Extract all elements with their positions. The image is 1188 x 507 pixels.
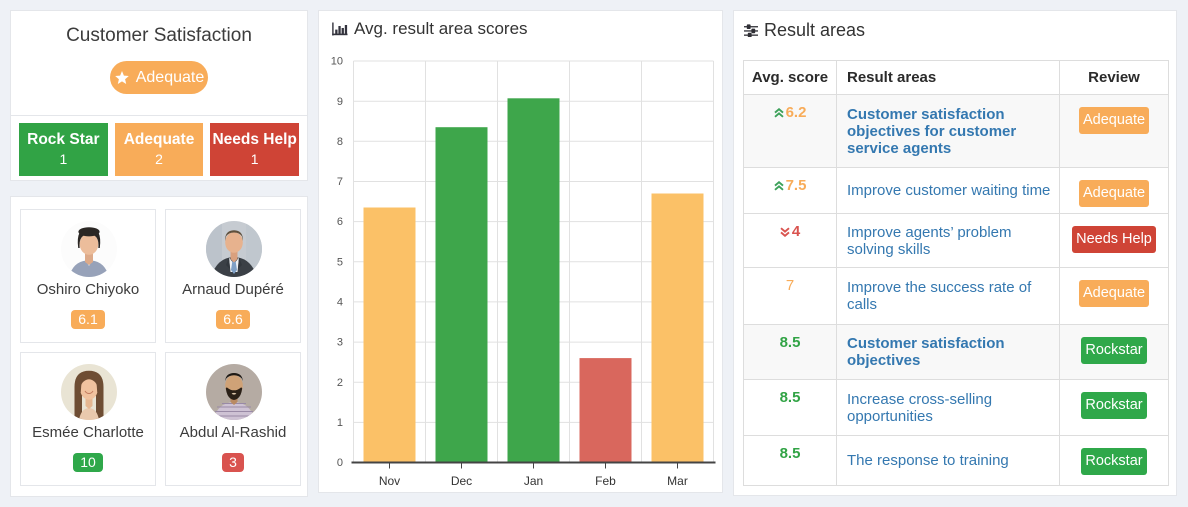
svg-text:5: 5 bbox=[337, 256, 343, 268]
svg-text:9: 9 bbox=[337, 96, 343, 108]
svg-text:Dec: Dec bbox=[451, 474, 472, 488]
svg-text:8: 8 bbox=[337, 136, 343, 148]
svg-text:7: 7 bbox=[337, 176, 343, 188]
svg-text:4: 4 bbox=[337, 297, 343, 309]
svg-text:6: 6 bbox=[337, 216, 343, 228]
svg-text:10: 10 bbox=[331, 56, 343, 68]
svg-text:Mar: Mar bbox=[667, 474, 688, 488]
svg-text:Nov: Nov bbox=[379, 474, 400, 488]
svg-text:Feb: Feb bbox=[595, 474, 616, 488]
svg-text:3: 3 bbox=[337, 337, 343, 349]
svg-text:Jan: Jan bbox=[524, 474, 543, 488]
svg-text:1: 1 bbox=[337, 417, 343, 429]
svg-text:2: 2 bbox=[337, 377, 343, 389]
svg-text:0: 0 bbox=[337, 457, 343, 469]
